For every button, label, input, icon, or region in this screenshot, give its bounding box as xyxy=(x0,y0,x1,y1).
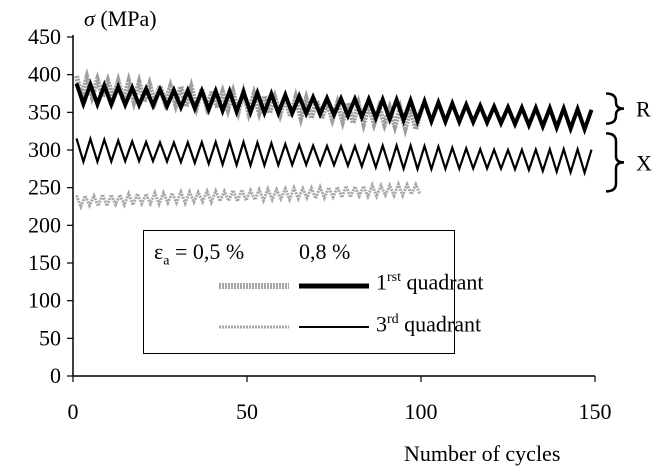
legend-epsilon: εa = 0,5 % xyxy=(154,239,245,269)
y-axis-unit: (MPa) xyxy=(100,6,157,31)
series-r_08 xyxy=(74,78,594,136)
y-tick-label: 450 xyxy=(28,24,61,49)
y-tick-label: 100 xyxy=(28,288,61,313)
y-tick-label: 0 xyxy=(50,363,61,388)
y-tick-label: 150 xyxy=(28,250,61,275)
y-tick-label: 50 xyxy=(39,325,61,350)
legend: εa = 0,5 % 0,8 % 1rst quadrant 3rd quadr… xyxy=(143,230,483,354)
bracket-r-bracket xyxy=(605,92,625,125)
y-axis-label: σ (MPa) xyxy=(84,8,157,30)
bracket-r-label: R xyxy=(636,97,651,122)
legend-row1-label: 1rst quadrant xyxy=(376,269,484,295)
bracket-x-bracket xyxy=(605,132,625,193)
legend-col2-label: 0,8 % xyxy=(299,239,351,264)
x-axis-label: Number of cycles xyxy=(404,441,561,466)
sigma-symbol: σ xyxy=(84,6,95,31)
series-x_05 xyxy=(75,180,422,211)
y-tick-label: 400 xyxy=(28,62,61,87)
y-tick-label: 200 xyxy=(28,212,61,237)
y-tick-label: 250 xyxy=(28,175,61,200)
x-tick-label: 50 xyxy=(236,399,258,424)
x-tick-label: 100 xyxy=(405,399,438,424)
bracket-x-label: X xyxy=(636,150,652,175)
y-tick-label: 350 xyxy=(28,99,61,124)
legend-swatches xyxy=(219,283,369,329)
y-tick-label: 300 xyxy=(28,137,61,162)
x-tick-label: 150 xyxy=(579,399,612,424)
legend-row2-label: 3rd quadrant xyxy=(376,311,482,337)
x-tick-label: 0 xyxy=(68,399,79,424)
series-x_08 xyxy=(75,135,593,177)
